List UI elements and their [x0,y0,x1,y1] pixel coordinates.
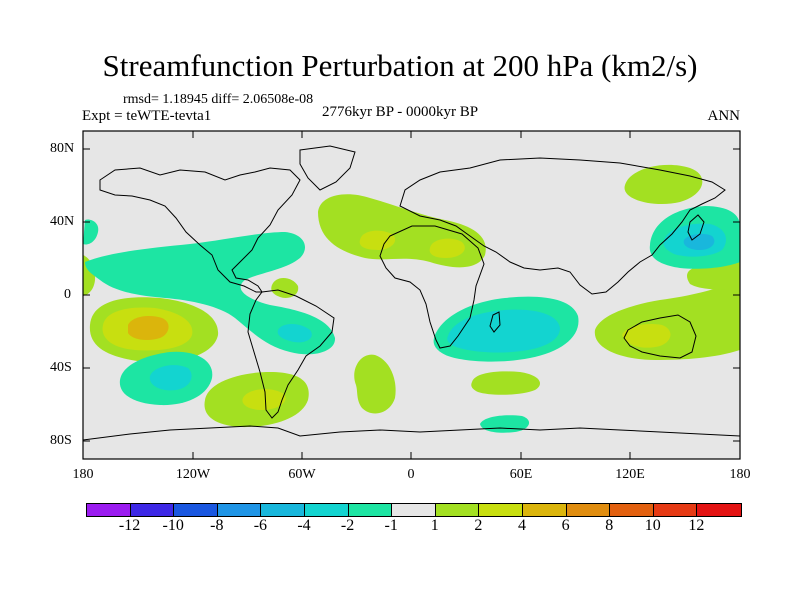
neg-level2-brazil [277,324,312,343]
pos-region-southatlantic [354,354,396,414]
colorbar-swatch-0 [87,504,131,516]
neg-level2-indian-ocean [447,309,560,353]
lon-label-0: 0 [407,467,415,482]
lon-ticks [192,131,631,459]
pos-region-gulf [271,277,299,298]
colorbar-label-10: 6 [561,517,570,534]
coast-japan [687,214,705,241]
neg-region-atlantic-north [83,219,99,245]
map-fields [83,131,740,459]
colorbar-label-7: 1 [430,517,439,534]
lon-label-120w: 120W [175,467,211,482]
neg-region-tropical-americas [85,232,336,355]
colorbar-swatch-5 [304,504,349,516]
season-label: ANN [707,108,741,124]
lat-label-0: 0 [64,287,71,302]
colorbar-label-12: 10 [644,517,661,534]
pos-level4-southpacific [128,316,169,341]
colorbar-swatch-6 [348,504,393,516]
colorbar-label-11: 8 [605,517,614,534]
colorbar-label-3: -6 [253,517,268,534]
colorbar-swatch-8 [435,504,480,516]
rmsd-diff-stats: rmsd= 1.18945 diff= 2.06508e-08 [123,92,314,107]
pos-level2-australia [622,324,671,348]
colorbar-label-8: 2 [474,517,483,534]
colorbar-swatch-3 [217,504,262,516]
colorbar-label-2: -8 [210,517,224,534]
coast-north-america [99,167,301,293]
coast-antarctica [83,425,740,441]
pos-level2-southamerica [242,389,286,410]
coast-australia [623,314,697,359]
pos-level2-africa-east [429,238,465,258]
lat-label-40n: 40N [50,214,75,229]
colorbar-swatch-13 [653,504,698,516]
colorbar-swatch-14 [697,504,741,516]
colorbar-swatch-2 [174,504,218,516]
colorbar-swatch-11 [566,504,611,516]
colorbar [86,503,742,517]
lon-label-180-west: 180 [72,467,94,482]
lat-label-80n: 80N [50,141,75,156]
colorbar-label-1: -10 [162,517,184,534]
coast-south-america [247,289,335,419]
colorbar-swatch-12 [610,504,654,516]
colorbar-label-4: -4 [297,517,311,534]
lon-label-60e: 60E [509,467,533,482]
lat-ticks [83,148,740,442]
colorbar-label-9: 4 [518,517,526,534]
lon-label-60w: 60W [288,467,316,482]
lon-label-120e: 120E [615,467,645,482]
colorbar-label-5: -2 [340,517,355,534]
lat-label-80s: 80S [50,433,72,448]
pos-region-indian-south [471,371,540,395]
colorbar-swatch-7 [392,504,436,516]
colorbar-swatch-10 [522,504,567,516]
coast-madagascar [489,311,501,333]
neg-level2-southpacific-center [149,365,192,391]
colorbar-swatch-1 [130,504,175,516]
coastlines [83,145,740,441]
colorbar-label-13: 12 [688,517,705,534]
colorbar-swatch-4 [261,504,305,516]
colorbar-label-0: -12 [118,517,141,534]
coast-africa [379,225,485,349]
colorbar-swatch-9 [479,504,523,516]
coast-eurasia [399,157,726,295]
lat-label-40s: 40S [50,360,72,375]
chart-title: Streamfunction Perturbation at 200 hPa (… [102,48,698,83]
lon-label-180-east: 180 [729,467,751,482]
coast-greenland [299,145,356,191]
pos-level2-africa-west [359,230,396,250]
experiment-label: Expt = teWTE-tevta1 [82,108,212,124]
period-label: 2776kyr BP - 0000kyr BP [321,104,479,120]
colorbar-label-6: -1 [384,517,398,534]
